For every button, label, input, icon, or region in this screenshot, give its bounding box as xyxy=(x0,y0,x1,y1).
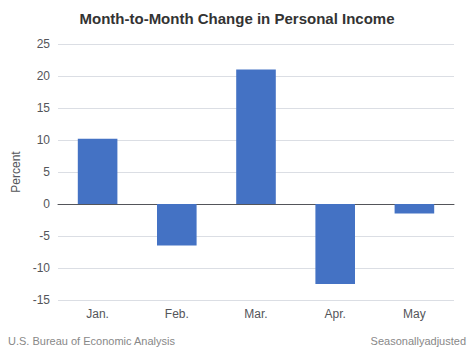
svg-text:0: 0 xyxy=(43,197,50,211)
svg-text:10: 10 xyxy=(37,133,51,147)
svg-text:Mar.: Mar. xyxy=(244,307,267,321)
svg-text:-15: -15 xyxy=(33,293,51,307)
svg-text:Feb.: Feb. xyxy=(165,307,189,321)
svg-text:May: May xyxy=(403,307,426,321)
svg-text:Seasonallyadjusted: Seasonallyadjusted xyxy=(371,335,466,347)
svg-text:Month-to-Month Change in Perso: Month-to-Month Change in Personal Income xyxy=(80,10,395,27)
svg-text:Percent: Percent xyxy=(9,151,23,193)
svg-text:Jan.: Jan. xyxy=(86,307,109,321)
svg-text:-5: -5 xyxy=(39,229,50,243)
svg-text:25: 25 xyxy=(37,37,51,51)
svg-text:U.S. Bureau of Economic Analys: U.S. Bureau of Economic Analysis xyxy=(8,335,175,347)
svg-text:Apr.: Apr. xyxy=(325,307,346,321)
svg-text:5: 5 xyxy=(43,165,50,179)
svg-text:15: 15 xyxy=(37,101,51,115)
svg-text:-10: -10 xyxy=(33,261,51,275)
svg-text:20: 20 xyxy=(37,69,51,83)
